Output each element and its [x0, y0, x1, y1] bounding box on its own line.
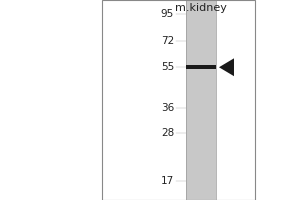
Bar: [186, 65, 216, 69]
Bar: [186, 0, 216, 200]
Text: 36: 36: [161, 103, 174, 113]
Text: 28: 28: [161, 128, 174, 138]
Bar: [102, 0, 255, 200]
Text: 72: 72: [161, 36, 174, 46]
Text: 17: 17: [161, 176, 174, 186]
Text: 95: 95: [161, 9, 174, 19]
Text: m.kidney: m.kidney: [175, 3, 227, 13]
Polygon shape: [219, 58, 234, 76]
Text: 55: 55: [161, 62, 174, 72]
